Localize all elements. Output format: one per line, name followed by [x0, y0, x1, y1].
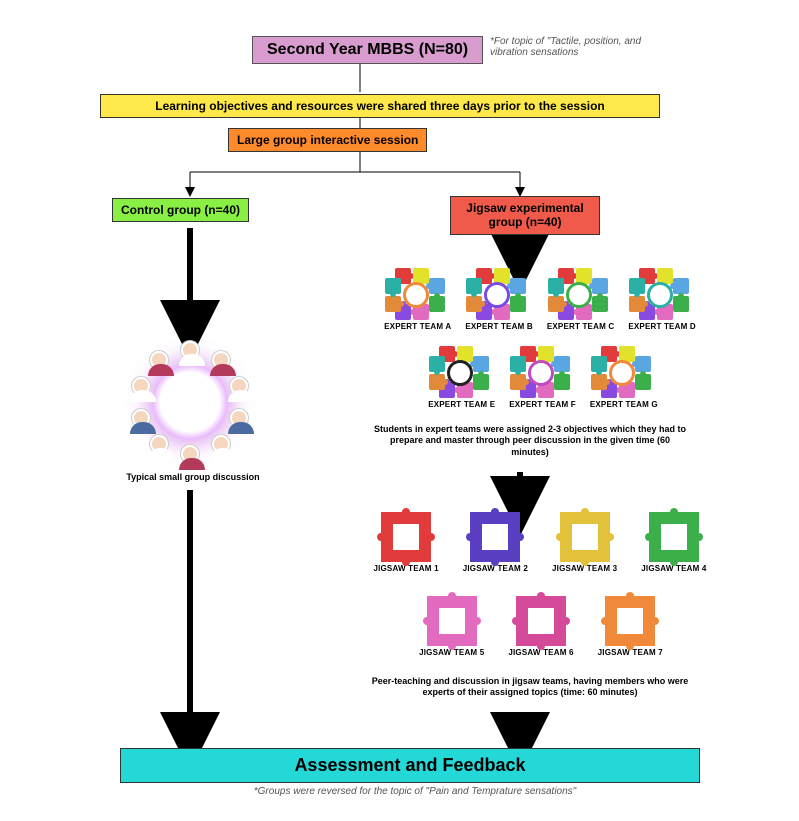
jigsaw-team: JIGSAW TEAM 7 [598, 596, 663, 657]
avatar-icon [132, 409, 150, 427]
jigsaw-group-label: Jigsaw experimental group (n=40) [466, 201, 583, 229]
jigsaw-description: Peer-teaching and discussion in jigsaw t… [370, 676, 690, 699]
control-group-label: Control group (n=40) [121, 203, 240, 217]
objectives-text: Learning objectives and resources were s… [155, 99, 605, 113]
large-session-text: Large group interactive session [237, 133, 418, 147]
expert-team: EXPERT TEAM F [509, 346, 576, 409]
expert-description: Students in expert teams were assigned 2… [370, 424, 690, 458]
header-title-box: Second Year MBBS (N=80) [252, 36, 483, 64]
jigsaw-square-icon [427, 596, 477, 646]
avatar-icon [150, 351, 168, 369]
puzzle-cluster-icon [389, 268, 447, 320]
control-group-box: Control group (n=40) [112, 198, 249, 222]
expert-team-label: EXPERT TEAM E [428, 400, 495, 409]
footnote: *Groups were reversed for the topic of "… [200, 786, 630, 797]
expert-team: EXPERT TEAM B [465, 268, 533, 331]
expert-teams-row-1: EXPERT TEAM A EXPERT TEAM B EXPERT TEAM C E… [360, 268, 720, 331]
jigsaw-square-icon [381, 512, 431, 562]
avatar-icon [150, 435, 168, 453]
jigsaw-square-icon [560, 512, 610, 562]
expert-team: EXPERT TEAM A [384, 268, 451, 331]
assessment-box: Assessment and Feedback [120, 748, 700, 783]
avatar-icon [181, 445, 199, 463]
jigsaw-team: JIGSAW TEAM 2 [463, 512, 528, 573]
puzzle-cluster-icon [595, 346, 653, 398]
puzzle-cluster-icon [433, 346, 491, 398]
expert-team-label: EXPERT TEAM B [465, 322, 533, 331]
assessment-text: Assessment and Feedback [294, 755, 525, 775]
avatar-icon [212, 351, 230, 369]
expert-team-label: EXPERT TEAM A [384, 322, 451, 331]
large-session-box: Large group interactive session [228, 128, 427, 152]
puzzle-cluster-icon [633, 268, 691, 320]
expert-team-label: EXPERT TEAM D [628, 322, 696, 331]
jigsaw-teams-row-2: JIGSAW TEAM 5 JIGSAW TEAM 6 JIGSAW TEAM 7 [406, 596, 676, 657]
expert-team-label: EXPERT TEAM G [590, 400, 658, 409]
control-discussion-circle [128, 340, 252, 464]
avatar-icon [181, 341, 199, 359]
expert-team: EXPERT TEAM D [628, 268, 696, 331]
jigsaw-team: JIGSAW TEAM 4 [641, 512, 706, 573]
expert-team: EXPERT TEAM E [428, 346, 495, 409]
jigsaw-square-icon [470, 512, 520, 562]
jigsaw-team: JIGSAW TEAM 6 [508, 596, 573, 657]
avatar-icon [230, 409, 248, 427]
puzzle-cluster-icon [514, 346, 572, 398]
expert-team-label: EXPERT TEAM C [547, 322, 615, 331]
jigsaw-group-box: Jigsaw experimental group (n=40) [450, 196, 600, 235]
avatar-icon [230, 377, 248, 395]
jigsaw-teams-row-1: JIGSAW TEAM 1 JIGSAW TEAM 2 JIGSAW TEAM 3 J… [370, 512, 710, 573]
jigsaw-square-icon [649, 512, 699, 562]
avatar-icon [212, 435, 230, 453]
control-caption: Typical small group discussion [118, 472, 268, 482]
objectives-box: Learning objectives and resources were s… [100, 94, 660, 118]
puzzle-cluster-icon [470, 268, 528, 320]
header-title: Second Year MBBS (N=80) [267, 41, 468, 58]
jigsaw-square-icon [516, 596, 566, 646]
jigsaw-team: JIGSAW TEAM 1 [373, 512, 438, 573]
avatar-icon [132, 377, 150, 395]
puzzle-cluster-icon [552, 268, 610, 320]
expert-teams-row-2: EXPERT TEAM E EXPERT TEAM F EXPERT TEAM G [398, 346, 688, 409]
expert-team-label: EXPERT TEAM F [509, 400, 576, 409]
jigsaw-team: JIGSAW TEAM 5 [419, 596, 484, 657]
jigsaw-team: JIGSAW TEAM 3 [552, 512, 617, 573]
header-note: *For topic of "Tactile, position, and vi… [490, 36, 670, 58]
expert-team: EXPERT TEAM G [590, 346, 658, 409]
expert-team: EXPERT TEAM C [547, 268, 615, 331]
jigsaw-square-icon [605, 596, 655, 646]
